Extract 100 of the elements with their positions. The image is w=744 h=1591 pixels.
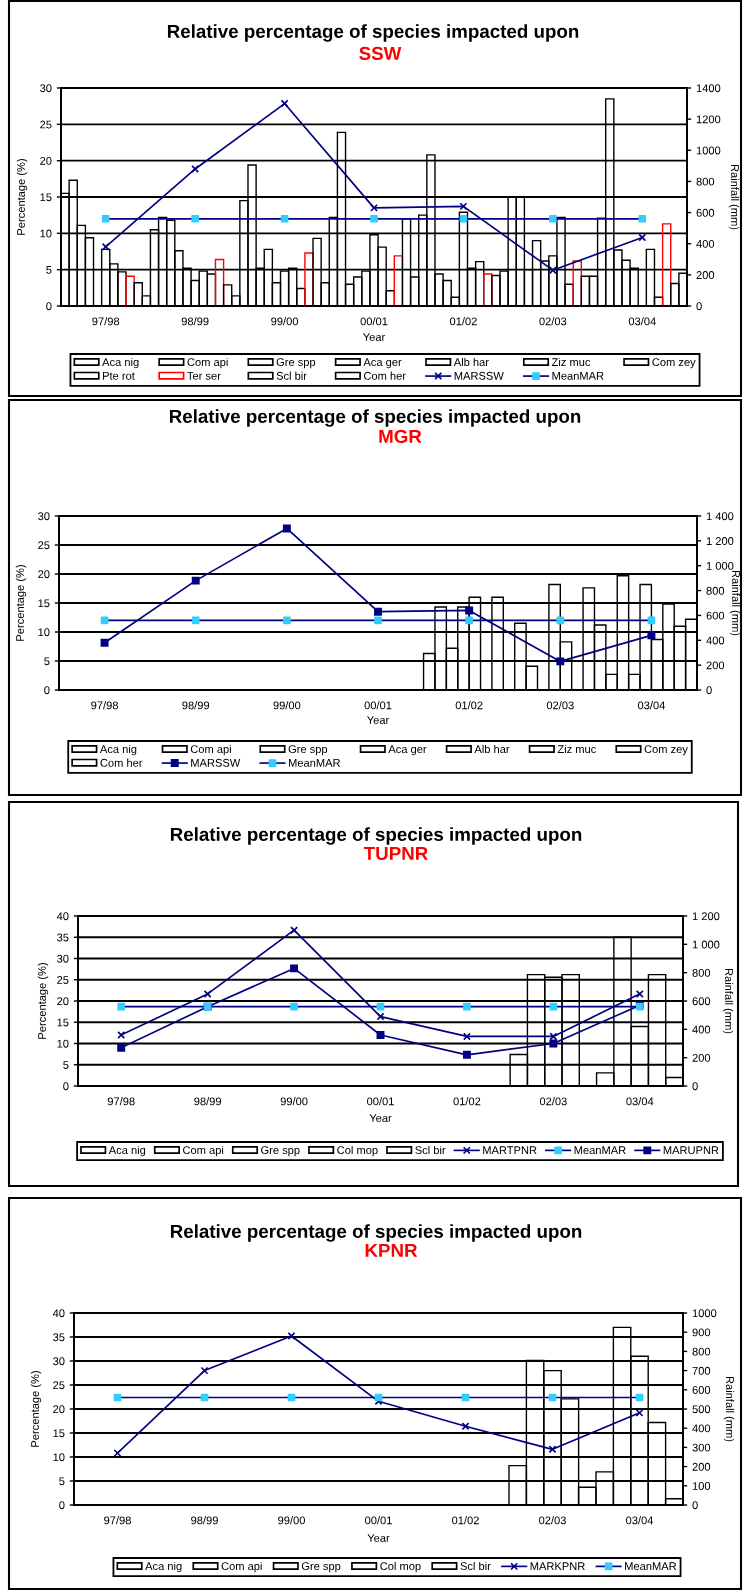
x-tick-label: 01/02 bbox=[452, 1516, 479, 1525]
point bbox=[465, 606, 474, 615]
x-tick-label: 97/98 bbox=[107, 1097, 135, 1106]
legend-label: Aca ger bbox=[363, 358, 402, 369]
y2-tick-label: 1 400 bbox=[706, 512, 734, 521]
x-tick-label: 01/02 bbox=[453, 1097, 481, 1106]
y-tick-label: 20 bbox=[38, 570, 50, 579]
point bbox=[290, 1002, 298, 1011]
chart-subtitle: MGR bbox=[379, 429, 422, 444]
point bbox=[191, 165, 200, 173]
point bbox=[191, 214, 199, 223]
x-tick-label: 00/01 bbox=[364, 701, 392, 710]
legend-label: Com api bbox=[221, 1561, 262, 1573]
y-axis-title: Percentage (%) bbox=[30, 1371, 42, 1447]
x-tick-label: 03/04 bbox=[626, 1097, 654, 1106]
y2-tick-label: 800 bbox=[692, 968, 711, 977]
point bbox=[200, 1366, 209, 1375]
x-axis-title: Year bbox=[369, 1114, 392, 1122]
point bbox=[376, 1031, 385, 1039]
x-tick-label: 00/01 bbox=[360, 317, 388, 326]
y2-tick-label: 1400 bbox=[696, 84, 721, 93]
legend-label: Aca nig bbox=[145, 1561, 182, 1573]
y-tick-label: 35 bbox=[57, 933, 69, 942]
point bbox=[374, 616, 382, 625]
chart-title: Relative percentage of species impacted upon bbox=[169, 409, 581, 427]
point bbox=[556, 657, 565, 666]
y2-axis-title: Rainfall (mm) bbox=[723, 1376, 735, 1442]
legend-label: Col mop bbox=[380, 1561, 421, 1573]
point bbox=[549, 214, 557, 223]
point bbox=[549, 1032, 558, 1041]
point bbox=[117, 1002, 126, 1011]
legend-label: MARUPNR bbox=[663, 1146, 719, 1155]
y-tick-label: 25 bbox=[38, 541, 50, 550]
y2-tick-label: 600 bbox=[692, 1386, 711, 1394]
y-tick-label: 15 bbox=[40, 193, 52, 202]
y2-tick-label: 1 200 bbox=[706, 537, 734, 545]
x-tick-label: 97/98 bbox=[91, 701, 118, 710]
x-tick-label: 99/00 bbox=[278, 1516, 305, 1525]
x-tick-label: 98/99 bbox=[182, 701, 210, 710]
legend-label: Col mop bbox=[337, 1145, 378, 1157]
y2-tick-label: 1 000 bbox=[692, 940, 720, 949]
x-tick-label: 97/98 bbox=[92, 317, 120, 326]
y-tick-label: 20 bbox=[40, 156, 52, 165]
point bbox=[463, 1002, 471, 1011]
legend-label: MARTPNR bbox=[483, 1146, 537, 1154]
y2-tick-label: 200 bbox=[696, 271, 715, 279]
legend-label: MARKPNR bbox=[530, 1562, 585, 1570]
y-tick-label: 30 bbox=[40, 84, 52, 93]
legend-label: Alb har bbox=[453, 357, 489, 367]
y2-tick-label: 200 bbox=[692, 1053, 711, 1062]
x-tick-label: 99/00 bbox=[280, 1097, 308, 1106]
y-tick-label: 40 bbox=[56, 912, 69, 921]
y2-tick-label: 100 bbox=[692, 1482, 711, 1490]
legend-label: MeanMAR bbox=[552, 371, 604, 380]
y-tick-label: 15 bbox=[57, 1018, 69, 1027]
legend-label: Com her bbox=[100, 758, 143, 767]
y-tick-label: 25 bbox=[57, 976, 69, 984]
y-axis-title: Percentage (%) bbox=[37, 963, 49, 1039]
legend-label: Gre spp bbox=[288, 745, 328, 756]
point bbox=[465, 616, 473, 625]
x-tick-label: 02/03 bbox=[539, 1516, 566, 1525]
y-tick-label: 10 bbox=[53, 1453, 65, 1462]
legend-label: Com her bbox=[363, 371, 406, 380]
y-tick-label: 30 bbox=[57, 954, 69, 963]
y2-tick-label: 0 bbox=[692, 1501, 698, 1510]
y-tick-label: 25 bbox=[40, 120, 52, 129]
legend-label: Scl bir bbox=[415, 1145, 446, 1155]
legend-label: MeanMAR bbox=[625, 1562, 677, 1571]
x-tick-label: 03/04 bbox=[626, 1516, 654, 1525]
x-tick-label: 98/99 bbox=[194, 1097, 222, 1106]
y2-axis-title: Rainfall (mm) bbox=[729, 570, 741, 636]
legend-label: Aca ger bbox=[388, 745, 427, 756]
point bbox=[191, 576, 200, 585]
legend-label: Pte rot bbox=[103, 371, 135, 380]
point bbox=[191, 616, 200, 625]
legend-label: Com api bbox=[190, 744, 231, 756]
y2-tick-label: 0 bbox=[692, 1082, 698, 1091]
x-axis-title: Year bbox=[363, 333, 386, 341]
point bbox=[280, 99, 289, 108]
point bbox=[647, 631, 656, 640]
y2-tick-label: 200 bbox=[706, 661, 725, 670]
point bbox=[282, 524, 291, 533]
y-tick-label: 5 bbox=[44, 657, 50, 666]
x-tick-label: 98/99 bbox=[181, 317, 209, 326]
y2-tick-label: 400 bbox=[696, 239, 715, 248]
y2-tick-label: 800 bbox=[706, 586, 725, 595]
y2-tick-label: 600 bbox=[696, 208, 715, 217]
point bbox=[638, 214, 647, 223]
legend-label: Alb har bbox=[474, 744, 510, 754]
x-tick-label: 99/00 bbox=[273, 701, 301, 710]
point bbox=[117, 1043, 126, 1052]
point bbox=[280, 214, 289, 223]
chart-title: Relative percentage of species impacted upon bbox=[170, 827, 582, 845]
legend-label: Com api bbox=[187, 357, 228, 369]
y2-tick-label: 400 bbox=[692, 1025, 711, 1034]
point bbox=[101, 214, 110, 223]
x-tick-label: 01/02 bbox=[449, 317, 477, 326]
y-tick-label: 5 bbox=[59, 1477, 65, 1486]
legend-label: Gre spp bbox=[276, 358, 316, 369]
point bbox=[290, 964, 299, 973]
